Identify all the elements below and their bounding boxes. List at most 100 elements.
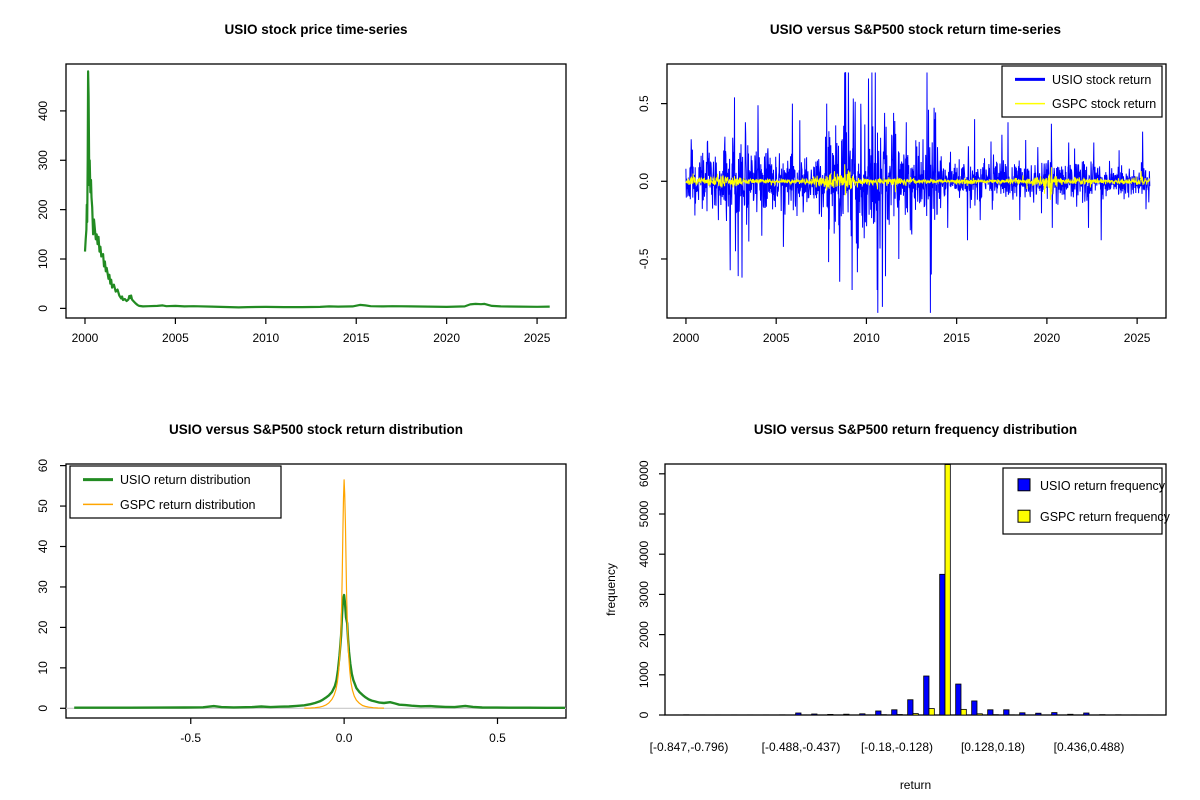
- bars: [683, 464, 1159, 716]
- bar-usio: [875, 710, 882, 716]
- y-tick-label: 5000: [637, 500, 651, 527]
- x-tick-label: 2000: [72, 331, 99, 345]
- legend: USIO return distribution GSPC return dist…: [69, 465, 282, 519]
- y-tick-label: 10: [36, 661, 50, 675]
- legend-swatch-square: [1017, 509, 1031, 523]
- bar-usio: [1035, 712, 1042, 716]
- bar-usio: [891, 709, 898, 716]
- y-tick-label: 0: [36, 305, 50, 312]
- panel-price-timeseries: 2000 2005 2010 2015 2020 2025 0 100 200 300 400 US…: [0, 0, 600, 400]
- chart-title-distribution: USIO versus S&P500 stock return distribu…: [168, 422, 464, 437]
- bar-usio: [907, 699, 914, 716]
- x-tick-label: 2025: [1124, 331, 1151, 345]
- x-tick-label: 2015: [943, 331, 970, 345]
- y-tick-label: 0.0: [637, 173, 651, 190]
- bar-gspc: [944, 464, 951, 716]
- bar-gspc: [912, 713, 919, 716]
- bar-usio: [1003, 709, 1010, 716]
- legend: USIO stock return GSPC stock return: [1001, 65, 1163, 118]
- chart-title-returns: USIO versus S&P500 stock return time-ser…: [769, 22, 1062, 37]
- panel-frequency-histogram: 0 1000 2000 3000 4000 5000 6000 [-0.847,-0.796)…: [600, 400, 1200, 800]
- y-tick-label: 0: [36, 705, 50, 712]
- bar-gspc: [928, 708, 935, 716]
- series-gspc-return-distribution: [304, 479, 385, 709]
- y-tick-label: 3000: [637, 581, 651, 608]
- y-tick-label: 20: [36, 620, 50, 634]
- bar-gspc: [976, 713, 983, 716]
- series-usio-return-distribution: [74, 593, 565, 709]
- y-tick-label: 0: [637, 711, 651, 718]
- chart-title-price: USIO stock price time-series: [224, 22, 408, 37]
- x-tick-label: 2020: [1034, 331, 1061, 345]
- y-tick-label: 200: [36, 199, 50, 219]
- bar-usio: [987, 709, 994, 716]
- legend-swatch-square: [1017, 478, 1031, 492]
- axes: -0.5 0.0 0.5 0 10 20 30 40 50 60: [36, 459, 567, 745]
- frequency-histogram-chart: 0 1000 2000 3000 4000 5000 6000 [-0.847,-0.796)…: [604, 460, 1171, 792]
- legend-label: GSPC return frequency: [1040, 510, 1171, 524]
- chart-title-frequency: USIO versus S&P500 return frequency dist…: [753, 422, 1078, 437]
- x-bin-label: [0.128,0.18): [961, 740, 1025, 754]
- panel-return-distribution: -0.5 0.0 0.5 0 10 20 30 40 50 60 USIO return distr…: [0, 400, 600, 800]
- series-gspc-stock-return: [685, 164, 1151, 200]
- y-tick-label: 100: [36, 249, 50, 269]
- y-tick-label: 400: [36, 101, 50, 121]
- bar-usio: [923, 675, 930, 716]
- axes: 2000 2005 2010 2015 2020 2025 -0.5 0.0 0.5: [637, 63, 1167, 345]
- x-bin-label: [0.436,0.488): [1054, 740, 1125, 754]
- bar-usio: [1083, 712, 1090, 716]
- x-tick-label: 2025: [524, 331, 551, 345]
- bar-gspc: [960, 708, 967, 716]
- y-tick-label: 6000: [637, 460, 651, 487]
- y-tick-label: 300: [36, 150, 50, 170]
- x-tick-label: 2005: [763, 331, 790, 345]
- bar-usio: [1019, 712, 1026, 716]
- x-tick-label: 0.5: [489, 731, 506, 745]
- bar-usio: [795, 712, 802, 716]
- legend: USIO return frequency GSPC return frequen…: [1002, 467, 1171, 535]
- y-axis-title: frequency: [604, 563, 618, 616]
- y-tick-label: 0.5: [637, 95, 651, 112]
- bar-usio: [843, 713, 850, 716]
- x-tick-label: -0.5: [180, 731, 201, 745]
- legend-label: USIO stock return: [1052, 73, 1151, 87]
- y-tick-label: 60: [36, 459, 50, 473]
- x-tick-label: 2005: [162, 331, 189, 345]
- y-tick-label: 2000: [637, 621, 651, 648]
- x-tick-label: 2020: [433, 331, 460, 345]
- legend-label: USIO return distribution: [120, 473, 251, 487]
- y-tick-label: 4000: [637, 541, 651, 568]
- bar-usio: [939, 573, 946, 716]
- y-tick-label: 50: [36, 499, 50, 513]
- bar-usio: [971, 700, 978, 716]
- price-timeseries-chart: 2000 2005 2010 2015 2020 2025 0 100 200 300 400: [36, 63, 567, 345]
- y-tick-label: 40: [36, 540, 50, 554]
- x-bin-label: [-0.847,-0.796): [650, 740, 729, 754]
- x-tick-label: 2010: [252, 331, 279, 345]
- bar-usio: [827, 713, 834, 716]
- y-tick-label: 30: [36, 580, 50, 594]
- x-tick-label: 2015: [343, 331, 370, 345]
- return-timeseries-chart: 2000 2005 2010 2015 2020 2025 -0.5 0.0 0.5 USIO s…: [637, 63, 1167, 345]
- y-tick-label: 1000: [637, 661, 651, 688]
- x-bin-label: [-0.488,-0.437): [762, 740, 841, 754]
- return-distribution-chart: -0.5 0.0 0.5 0 10 20 30 40 50 60 USIO return distr…: [36, 459, 567, 745]
- series-usio-stock-return: [685, 72, 1151, 313]
- bar-usio: [955, 683, 962, 716]
- x-axis-title: return: [900, 778, 931, 792]
- bar-usio: [811, 713, 818, 716]
- x-tick-label: 2010: [853, 331, 880, 345]
- legend-label: USIO return frequency: [1040, 479, 1166, 493]
- axes: 2000 2005 2010 2015 2020 2025 0 100 200 300 400: [36, 63, 567, 345]
- legend-label: GSPC stock return: [1052, 97, 1156, 111]
- bar-usio: [1067, 713, 1074, 716]
- bar-usio: [1051, 712, 1058, 716]
- legend-label: GSPC return distribution: [120, 498, 256, 512]
- bar-usio: [859, 713, 866, 716]
- panel-return-timeseries: 2000 2005 2010 2015 2020 2025 -0.5 0.0 0.5 USIO s…: [600, 0, 1200, 400]
- series-usio-stock-price: [83, 70, 550, 309]
- x-tick-label: 2000: [673, 331, 700, 345]
- y-tick-label: -0.5: [637, 248, 651, 269]
- x-bin-label: [-0.18,-0.128): [861, 740, 933, 754]
